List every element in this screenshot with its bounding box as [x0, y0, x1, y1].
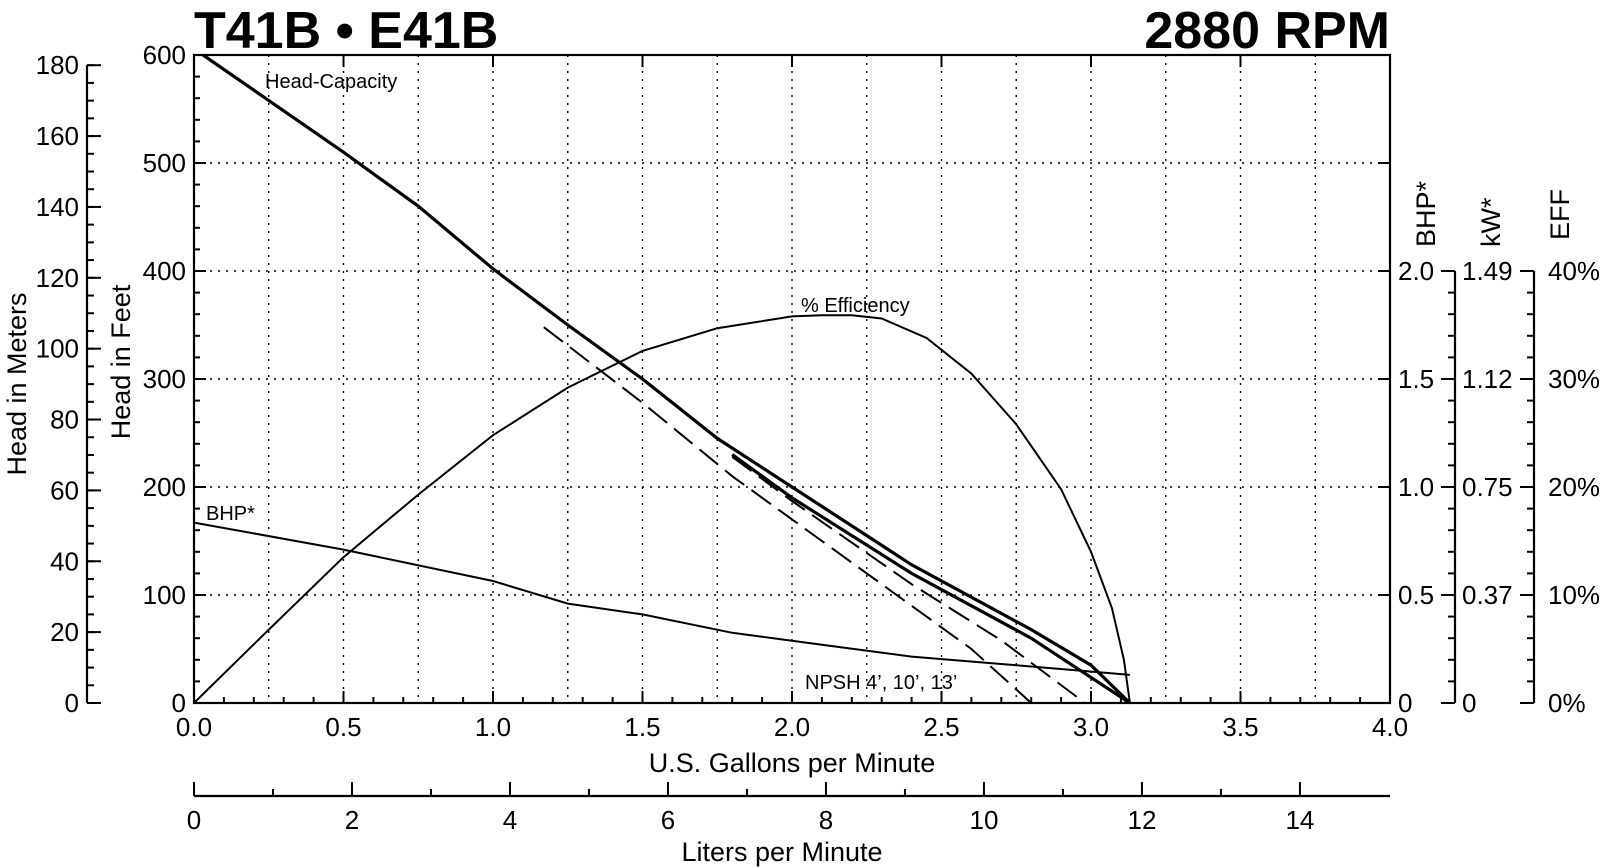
x-tick-label: 3.0 — [1073, 712, 1109, 742]
meters-tick-label: 20 — [50, 617, 79, 647]
meters-tick-label: 120 — [36, 263, 79, 293]
axis-tick-labels: 0.0 0.5 1.0 1.5 2.0 2.5 3.0 3.5 4.00100200300400… — [36, 40, 1600, 835]
x-tick-label: 4.0 — [1372, 712, 1408, 742]
kw-tick-label: 0.37 — [1462, 580, 1513, 610]
annotation-efficiency: % Efficiency — [801, 295, 910, 317]
meters-tick-label: 180 — [36, 50, 79, 80]
x-tick-label: 1.5 — [624, 712, 660, 742]
meters-tick-label: 40 — [50, 546, 79, 576]
chart-title-model: T41B • E41B — [194, 2, 498, 60]
lpm-tick-label: 0 — [187, 805, 201, 835]
meters-tick-label: 140 — [36, 192, 79, 222]
lpm-tick-label: 2 — [345, 805, 359, 835]
y-axis-title-feet: Head in Feet — [106, 284, 136, 439]
meters-tick-label: 60 — [50, 475, 79, 505]
bhp-tick-label: 1.5 — [1398, 364, 1434, 394]
eff-tick-label: 20% — [1548, 472, 1600, 502]
feet-tick-label: 400 — [143, 256, 186, 286]
y-axis-title-bhp: BHP* — [1411, 180, 1441, 247]
y-axis-title-kw: kW* — [1476, 197, 1506, 247]
lpm-tick-label: 14 — [1285, 805, 1314, 835]
gridlines — [194, 55, 1390, 703]
meters-tick-label: 160 — [36, 121, 79, 151]
meters-tick-label: 80 — [50, 405, 79, 435]
y-axis-title-eff: EFF — [1545, 189, 1575, 240]
bhp-tick-label: 1.0 — [1398, 472, 1434, 502]
kw-tick-label: 0 — [1462, 688, 1476, 718]
x-axis-title-gpm: U.S. Gallons per Minute — [649, 748, 936, 778]
x-tick-label: 0.5 — [325, 712, 361, 742]
eff-tick-label: 40% — [1548, 256, 1600, 286]
lpm-tick-label: 12 — [1127, 805, 1156, 835]
bhp-tick-label: 0 — [1398, 688, 1412, 718]
series-head-capacity — [202, 53, 1132, 705]
lpm-tick-label: 4 — [503, 805, 517, 835]
x-tick-label: 2.0 — [774, 712, 810, 742]
annotation-bhp: BHP* — [206, 503, 255, 525]
chart-title-rpm: 2880 RPM — [1144, 2, 1390, 60]
annotation-npsh: NPSH 4’, 10’, 13’ — [805, 672, 957, 694]
feet-tick-label: 200 — [143, 472, 186, 502]
kw-tick-label: 1.49 — [1462, 256, 1513, 286]
meters-tick-label: 0 — [65, 688, 79, 718]
eff-tick-label: 30% — [1548, 364, 1600, 394]
feet-tick-label: 500 — [143, 148, 186, 178]
series-npsh-13 — [543, 326, 1032, 704]
x-tick-label: 3.5 — [1222, 712, 1258, 742]
series--efficiency — [193, 314, 1131, 704]
y-axis-title-meters: Head in Meters — [2, 292, 32, 475]
axis-ticks — [87, 54, 1534, 796]
meters-tick-label: 100 — [36, 334, 79, 364]
kw-tick-label: 0.75 — [1462, 472, 1513, 502]
bhp-tick-label: 0.5 — [1398, 580, 1434, 610]
feet-tick-label: 300 — [143, 364, 186, 394]
eff-tick-label: 10% — [1548, 580, 1600, 610]
data-series — [193, 53, 1132, 705]
eff-tick-label: 0% — [1548, 688, 1586, 718]
feet-tick-label: 100 — [143, 580, 186, 610]
kw-tick-label: 1.12 — [1462, 364, 1513, 394]
feet-tick-label: 600 — [143, 40, 186, 70]
lpm-tick-label: 10 — [969, 805, 998, 835]
series-npsh-4 — [731, 453, 1131, 705]
lpm-tick-label: 8 — [819, 805, 833, 835]
bhp-tick-label: 2.0 — [1398, 256, 1434, 286]
lpm-tick-label: 6 — [661, 805, 675, 835]
series-npsh-10 — [731, 455, 1086, 704]
feet-tick-label: 0 — [172, 688, 186, 718]
annotation-head-capacity: Head-Capacity — [265, 71, 397, 93]
x-tick-label: 2.5 — [923, 712, 959, 742]
x-tick-label: 0.0 — [176, 712, 212, 742]
x-axis-title-lpm: Liters per Minute — [681, 837, 882, 867]
series-bhp — [193, 521, 1130, 676]
x-tick-label: 1.0 — [475, 712, 511, 742]
